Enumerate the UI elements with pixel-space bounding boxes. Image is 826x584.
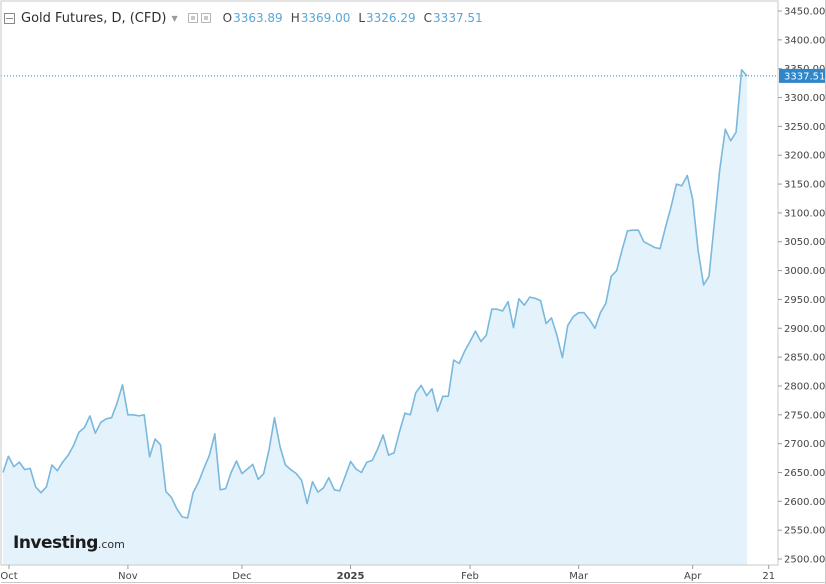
y-tick-label: 2600.00 [784, 497, 825, 508]
y-tick-label: 3450.00 [784, 7, 825, 18]
ohlc-low: L3326.29 [358, 11, 416, 25]
y-tick-label: 2900.00 [784, 324, 825, 335]
price-area-fill [3, 69, 747, 566]
y-tick-label: 2650.00 [784, 468, 825, 479]
y-tick-label: 2850.00 [784, 353, 825, 364]
y-tick-label: 2950.00 [784, 295, 825, 306]
close-series-icon[interactable] [200, 13, 211, 23]
y-tick-label: 3000.00 [784, 266, 825, 277]
y-tick-label: 3150.00 [784, 180, 825, 191]
ohlc-close: C3337.51 [423, 11, 483, 25]
investing-logo: Investing.com [13, 533, 125, 553]
y-tick-label: 3300.00 [784, 93, 825, 104]
x-tick-label: Apr [684, 571, 702, 582]
x-tick-label: Dec [232, 571, 251, 582]
last-price-label: 3337.51 [784, 71, 825, 82]
y-tick-label: 2500.00 [784, 555, 825, 566]
settings-icon[interactable] [187, 13, 198, 23]
x-tick-label: Mar [569, 571, 589, 582]
y-tick-label: 3250.00 [784, 122, 825, 133]
ohlc-open: O3363.89 [222, 11, 283, 25]
last-price-badge [779, 68, 825, 83]
plot-frame [0, 0, 779, 566]
y-tick-label: 3400.00 [784, 35, 825, 46]
y-tick-label: 2750.00 [784, 410, 825, 421]
y-tick-label: 2800.00 [784, 381, 825, 392]
x-tick-label: Feb [461, 571, 479, 582]
ohlc-values: O3363.89 H3369.00 L3326.29 C3337.51 [223, 11, 491, 25]
y-tick-label: 3200.00 [784, 151, 825, 162]
chart-legend-header: Gold Futures, D, (CFD) ▼ O3363.89 H3369.… [4, 8, 491, 28]
x-tick-label: 2025 [337, 571, 365, 582]
x-tick-label: Nov [118, 571, 138, 582]
ohlc-high: H3369.00 [290, 11, 351, 25]
plot-area[interactable] [1, 69, 778, 566]
x-tick-label: Oct [0, 571, 17, 582]
y-tick-label: 3050.00 [784, 237, 825, 248]
chart-title: Gold Futures, D, (CFD) [21, 10, 167, 26]
y-tick-label: 3100.00 [784, 208, 825, 219]
collapse-toggle-icon[interactable] [4, 12, 15, 24]
price-line [2, 69, 748, 519]
y-tick-label: 2700.00 [784, 439, 825, 450]
x-tick-label: 21 [762, 571, 775, 582]
y-tick-label: 2550.00 [784, 526, 825, 537]
caret-down-icon[interactable]: ▼ [171, 13, 178, 23]
